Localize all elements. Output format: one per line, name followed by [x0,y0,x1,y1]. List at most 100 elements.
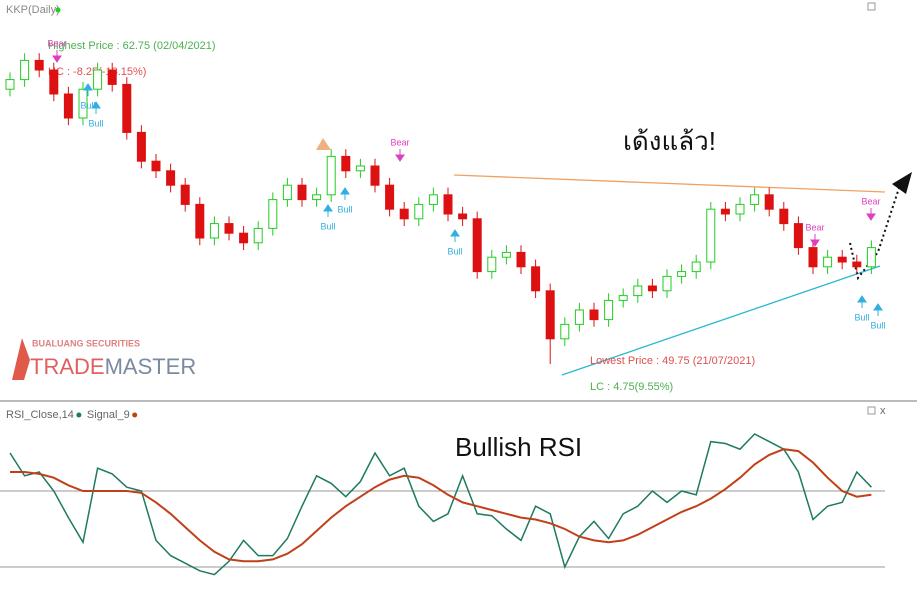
close-icon[interactable]: x [880,405,886,417]
arrow-head [892,172,912,194]
legend-label: RSI_Close,14 [6,409,74,421]
signal-arrow [83,83,93,96]
candle-body [501,251,511,258]
candle-body [866,247,876,268]
signal-label: Bull [447,246,462,256]
candle-body [545,290,555,340]
symbol: KKP(Daily) [6,4,60,16]
candle-body [122,83,132,133]
candle-body [837,256,847,263]
maximize-icon[interactable] [867,406,876,415]
signal-arrow [52,50,62,63]
candle-body [633,285,643,297]
candle-body [341,155,351,172]
signal-arrow [395,149,405,162]
signal-label: Bull [80,100,95,110]
candle-body [49,69,59,95]
signal-arrow [91,101,101,114]
candle-body [136,131,146,162]
candle-body [531,266,541,292]
candle-body [370,165,380,186]
candle-body [282,184,292,201]
candle-body [720,208,730,215]
legend-label: Signal_9 [87,409,130,421]
candle-body [78,88,88,119]
signal-arrow [866,208,876,221]
candle-body [385,184,395,210]
signal-arrow [450,229,460,242]
signal-label: Bull [320,221,335,231]
signal-arrow [873,303,883,316]
signal-label: Bull [870,320,885,330]
candle-body [355,165,365,172]
rsi-note: Bullish RSI [455,432,582,462]
resistance-line [453,174,886,193]
candle-body [735,203,745,215]
candle-body [93,69,103,90]
logo-brand: TRADEMASTER [30,354,196,379]
signal-arrow [340,187,350,200]
candle-body [224,223,234,234]
candle-body [647,285,657,292]
candle-body [750,194,760,205]
candle-body [239,232,249,244]
candle-body [458,213,468,220]
logo-brand-a: TRADE [30,354,105,379]
candle-body [808,247,818,268]
candle-body [209,223,219,239]
candle-body [487,256,497,273]
signal-arrow [810,234,820,247]
signal-label: Bull [854,312,869,322]
support-line [561,265,881,376]
legend-swatch [132,412,138,418]
candle-body [268,199,278,229]
bounce-note: เด้งแล้ว! [623,126,716,156]
candle-body [297,184,307,201]
candle-body [677,271,687,277]
candle-body [166,170,176,186]
triangle-marker [316,138,331,150]
candle-body [618,295,628,301]
candle-body [428,194,438,205]
highest-label: Highest Price : 62.75 (02/04/2021) [48,40,216,52]
signal-label: Bear [390,137,409,147]
candle-body [691,261,701,273]
signal-arrow [857,295,867,308]
legend-swatch [76,412,82,418]
candle-body [852,261,862,268]
candle-body [793,223,803,249]
candle-body [574,309,584,325]
candle-body [706,208,716,263]
candle-body [764,194,774,210]
candle-body [443,194,453,215]
signal-label: Bull [337,204,352,214]
candle-body [589,309,599,321]
maximize-icon[interactable] [867,2,876,11]
signal-label: Bear [47,38,66,48]
lc-label: LC : 4.75(9.55%) [590,381,673,393]
signal-arrow [323,204,333,217]
logo-company: BUALUANG SECURITIES [32,338,140,348]
candle-body [312,194,322,201]
candle-body [662,275,672,292]
candle-body [180,184,190,205]
candle-body [63,93,73,119]
signal-label: Bear [861,196,880,206]
candle-body [20,59,30,81]
candle-body [823,256,833,268]
candle-body [604,299,614,321]
lowest-label: Lowest Price : 49.75 (21/07/2021) [590,355,755,367]
candle-body [151,160,161,172]
candle-body [34,59,44,71]
candle-body [414,203,424,220]
status-dot [55,7,61,13]
signal-label: Bull [88,118,103,128]
candle-body [326,155,336,196]
candle-body [107,69,117,85]
candle-body [195,203,205,239]
candle-body [253,227,263,244]
logo: BUALUANG SECURITIES TRADEMASTER [12,338,196,380]
logo-mark [12,338,30,380]
candle-body [560,323,570,340]
